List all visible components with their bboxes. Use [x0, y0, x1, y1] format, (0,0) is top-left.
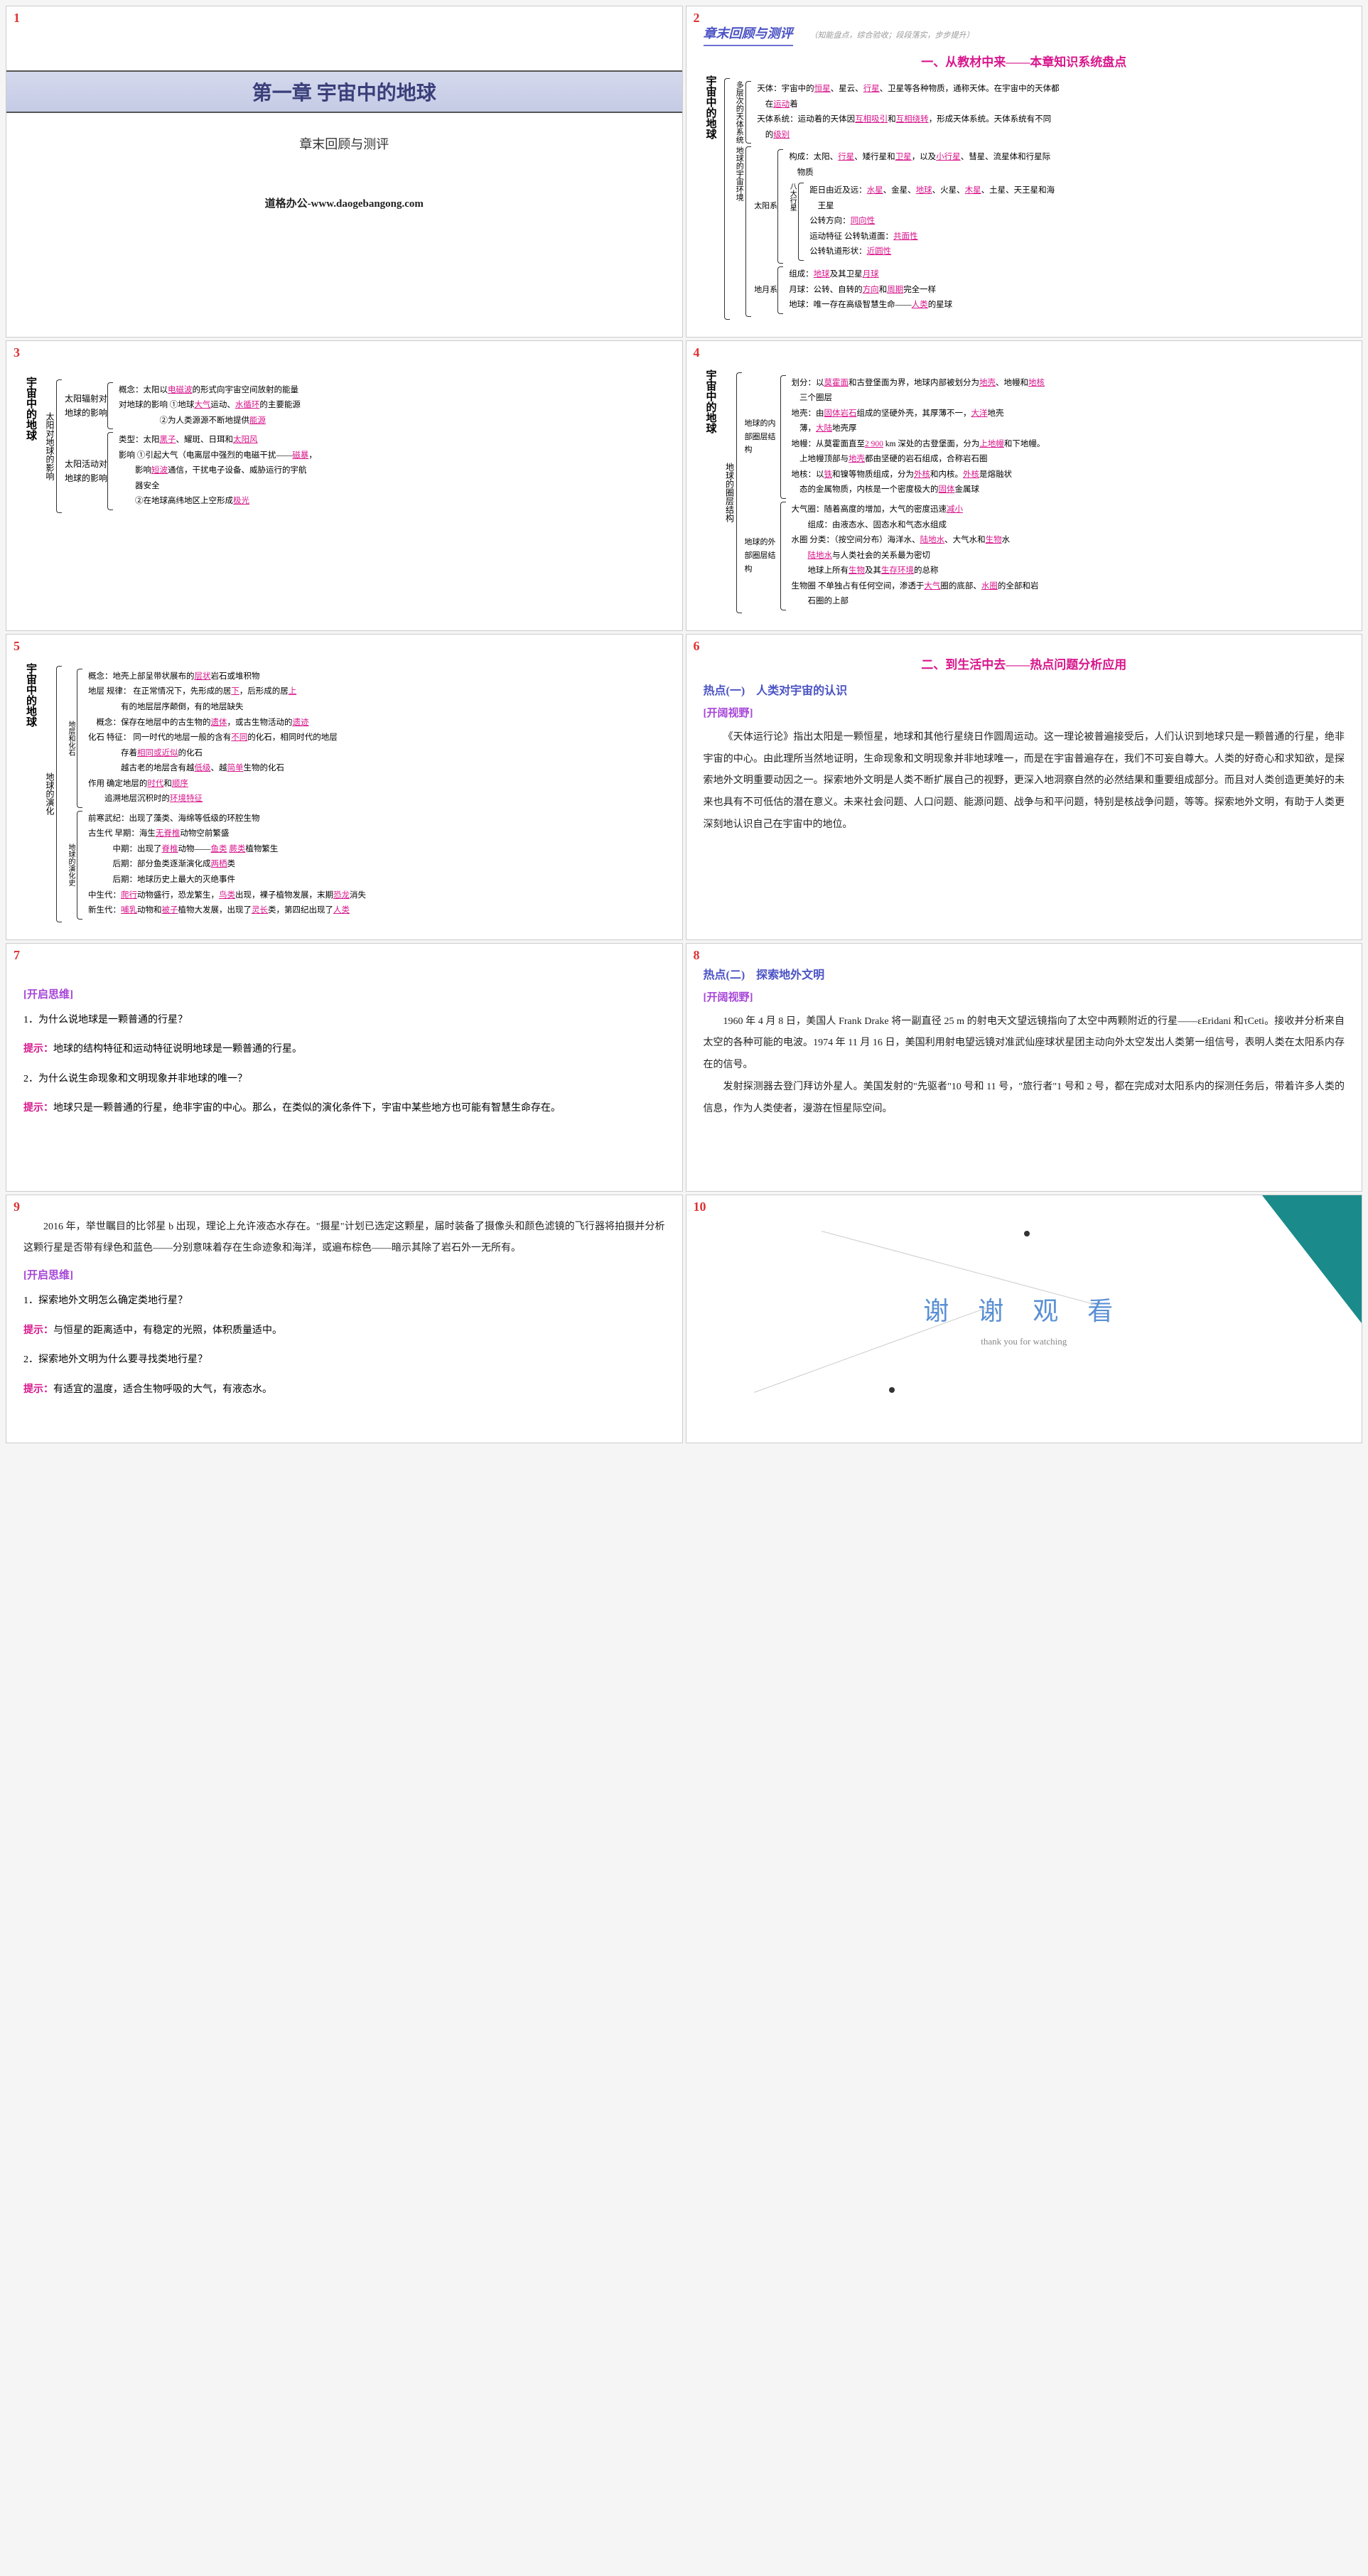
slide-1: 1 第一章 宇宙中的地球 章末回顾与测评 道格办公-www.daogebango… — [6, 6, 683, 338]
thanks-text: 谢 谢 观 看 — [923, 1290, 1124, 1327]
open-thinking-label: [开启思维] — [23, 1267, 665, 1282]
sub-label: 太阳对地球的影响 — [44, 412, 56, 480]
sub-label: 太阳系 — [754, 200, 777, 213]
outline-content: 太阳辐射对地球的影响 概念：太阳以电磁波的形式向宇宙空间放射的能量 对地球的影响… — [65, 379, 665, 513]
bracket-icon — [798, 183, 804, 261]
body-paragraph-1: 1960 年 4 月 8 日，美国人 Frank Drake 将一副直径 25 … — [704, 1011, 1345, 1077]
bracket-icon — [745, 146, 751, 316]
slide-8: 8 热点(二) 探索地外文明 [开阔视野] 1960 年 4 月 8 日，美国人… — [686, 943, 1363, 1192]
dot-decoration — [1024, 1231, 1030, 1236]
sub-label: 地球的内部圈层结构 — [745, 417, 780, 457]
hotspot-title: 热点(二) 探索地外文明 — [704, 965, 1345, 982]
bracket-icon — [724, 78, 730, 320]
bracket-icon — [780, 502, 786, 610]
slide-5: 5 宇宙中的地球 地球的演化 地层和化石 概念：地壳上部呈带状展布的层状岩石或堆… — [6, 634, 683, 940]
slide-number: 6 — [694, 639, 700, 654]
body-paragraph: 《天体运行论》指出太阳是一颗恒星，地球和其他行星绕日作圆周运动。这一理论被普遍接… — [704, 727, 1345, 836]
slide-number: 1 — [14, 11, 20, 26]
slide-3: 3 宇宙中的地球 太阳对地球的影响 太阳辐射对地球的影响 概念：太阳以电磁波的形… — [6, 340, 683, 631]
thanks-english: thank you for watching — [981, 1336, 1067, 1347]
open-thinking-label: [开启思维] — [23, 986, 665, 1001]
title-bar: 第一章 宇宙中的地球 — [6, 70, 682, 113]
body-paragraph-2: 发射探测器去登门拜访外星人。美国发射的"先驱者"10 号和 11 号，"旅行者"… — [704, 1077, 1345, 1121]
header-note: （知能盘点，综合验收；段段落实，步步提升） — [810, 31, 974, 40]
sub-label: 地球的宇宙环境 — [733, 146, 746, 316]
answer-1: 提示：与恒星的距离适中，有稳定的光照，体积质量适中。 — [23, 1319, 665, 1343]
section-title: 一、从教材中来——本章知识系统盘点 — [704, 52, 1345, 70]
vertical-label: 宇宙中的地球 — [23, 663, 38, 925]
vertical-label: 宇宙中的地球 — [704, 370, 718, 616]
outline-content: 地层和化石 概念：地壳上部呈带状展布的层状岩石或堆积物 地层 规律： 在正常情况… — [65, 666, 665, 922]
outline-content: 地球的内部圈层结构 划分：以莫霍面和古登堡面为界，地球内部被划分为地壳、地幔和地… — [745, 372, 1345, 613]
slide-number: 5 — [14, 639, 20, 654]
hotspot-title: 热点(一) 人类对宇宙的认识 — [704, 681, 1345, 698]
slide-10: 10 谢 谢 观 看 thank you for watching — [686, 1195, 1363, 1443]
vertical-label: 宇宙中的地球 — [23, 377, 38, 516]
slide-number: 10 — [694, 1200, 706, 1214]
slide-number: 8 — [694, 948, 700, 963]
slide-grid: 1 第一章 宇宙中的地球 章末回顾与测评 道格办公-www.daogebango… — [0, 0, 1368, 1449]
sub-label: 地球的外部圈层结构 — [745, 536, 780, 576]
sub-label: 八大行星 — [786, 183, 798, 261]
body-paragraph: 2016 年，举世瞩目的比邻星 b 出现，理论上允许液态水存在。"摄星"计划已选… — [23, 1217, 665, 1261]
answer-2: 提示：有适宜的温度，适合生物呼吸的大气，有液态水。 — [23, 1378, 665, 1402]
slide-7: 7 [开启思维] 1．为什么说地球是一颗普通的行星？ 提示：地球的结构特征和运动… — [6, 943, 683, 1192]
slide-number: 9 — [14, 1200, 20, 1214]
bracket-icon — [777, 266, 783, 314]
bracket-icon — [56, 379, 62, 513]
review-header: 章末回顾与测评 — [704, 23, 793, 46]
open-view-label: [开阔视野] — [704, 989, 1345, 1004]
dot-decoration — [889, 1387, 895, 1393]
answer-1: 提示：地球的结构特征和运动特征说明地球是一颗普通的行星。 — [23, 1038, 665, 1062]
slide-number: 3 — [14, 345, 20, 360]
sub-label: 地层和化石 — [65, 721, 77, 756]
sub-label: 多层次的天体系统 — [733, 81, 746, 144]
slide-2: 2 章末回顾与测评 （知能盘点，综合验收；段段落实，步步提升） 一、从教材中来—… — [686, 6, 1363, 338]
bracket-icon — [736, 372, 742, 613]
bracket-icon — [745, 81, 751, 144]
slide-number: 7 — [14, 948, 20, 963]
bracket-icon — [777, 149, 783, 264]
slide-9: 9 2016 年，举世瞩目的比邻星 b 出现，理论上允许液态水存在。"摄星"计划… — [6, 1195, 683, 1443]
sub-label: 地月系 — [754, 284, 777, 297]
question-2: 2．为什么说生命现象和文明现象并非地球的唯一？ — [23, 1067, 665, 1092]
outline-content: 多层次的天体系统 天体：宇宙中的恒星、星云、行星、卫星等各种物质，通称天体。在宇… — [733, 78, 1345, 320]
question-2: 2．探索地外文明为什么要寻找类地行星？ — [23, 1348, 665, 1372]
bracket-icon — [77, 811, 82, 920]
section-title: 二、到生活中去——热点问题分析应用 — [704, 654, 1345, 672]
subtitle: 章末回顾与测评 — [23, 134, 665, 153]
bracket-icon — [780, 375, 786, 499]
slide-4: 4 宇宙中的地球 地球的圈层结构 地球的内部圈层结构 划分：以莫霍面和古登堡面为… — [686, 340, 1363, 631]
brand-text: 道格办公-www.daogebangong.com — [23, 195, 665, 210]
line-decoration — [753, 1307, 987, 1393]
sub-label: 地球的演化史 — [65, 844, 77, 886]
slide-number: 4 — [694, 345, 700, 360]
sub-label: 地球的演化 — [44, 772, 56, 815]
open-view-label: [开阔视野] — [704, 705, 1345, 720]
vertical-label: 宇宙中的地球 — [704, 75, 718, 323]
question-1: 1．探索地外文明怎么确定类地行星？ — [23, 1289, 665, 1313]
sub-label: 太阳辐射对地球的影响 — [65, 392, 107, 421]
slide-6: 6 二、到生活中去——热点问题分析应用 热点(一) 人类对宇宙的认识 [开阔视野… — [686, 634, 1363, 940]
bracket-icon — [77, 669, 82, 808]
triangle-decoration — [1262, 1195, 1362, 1323]
sub-label: 太阳活动对地球的影响 — [65, 457, 107, 486]
question-1: 1．为什么说地球是一颗普通的行星？ — [23, 1008, 665, 1033]
bracket-icon — [107, 432, 113, 510]
answer-2: 提示：地球只是一颗普通的行星，绝非宇宙的中心。那么，在类似的演化条件下，宇宙中某… — [23, 1096, 665, 1121]
bracket-icon — [107, 382, 113, 430]
chapter-title: 第一章 宇宙中的地球 — [21, 77, 668, 106]
sub-label: 地球的圈层结构 — [724, 463, 736, 522]
bracket-icon — [56, 666, 62, 922]
slide-number: 2 — [694, 11, 700, 26]
